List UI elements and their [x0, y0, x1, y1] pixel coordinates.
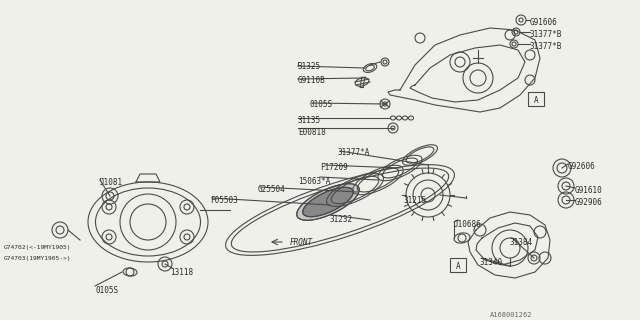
Text: J1081: J1081 [100, 178, 123, 187]
Text: G91610: G91610 [575, 186, 603, 195]
Text: G9110B: G9110B [298, 76, 326, 85]
Ellipse shape [297, 184, 359, 220]
Text: G74702(<-19MY1905): G74702(<-19MY1905) [4, 245, 72, 250]
Bar [450, 258, 466, 272]
Text: 31377*A: 31377*A [338, 148, 371, 157]
Text: 31384: 31384 [510, 238, 533, 247]
Text: G74703(19MY1905->): G74703(19MY1905->) [4, 256, 72, 261]
Text: A168001262: A168001262 [490, 312, 532, 318]
Text: 31377*B: 31377*B [530, 30, 563, 39]
Text: G91606: G91606 [530, 18, 557, 27]
Text: F05503: F05503 [210, 196, 237, 205]
Text: 31340: 31340 [480, 258, 503, 267]
Text: J10686: J10686 [454, 220, 482, 229]
Bar [528, 92, 544, 106]
Text: F17209: F17209 [320, 163, 348, 172]
Text: G92606: G92606 [568, 162, 596, 171]
Text: 31377*B: 31377*B [530, 42, 563, 51]
Text: 0105S: 0105S [310, 100, 333, 109]
Text: 31232: 31232 [330, 215, 353, 224]
Text: 13118: 13118 [170, 268, 193, 277]
Text: 31215: 31215 [404, 196, 427, 205]
Text: 0105S: 0105S [95, 286, 118, 295]
Text: A: A [534, 96, 538, 105]
Text: 15063*A: 15063*A [298, 177, 330, 186]
Ellipse shape [303, 187, 353, 217]
Text: FRONT: FRONT [290, 238, 313, 247]
Text: G92906: G92906 [575, 198, 603, 207]
Text: 31135: 31135 [298, 116, 321, 125]
Text: E00818: E00818 [298, 128, 326, 137]
Text: A: A [456, 262, 460, 271]
Text: G25504: G25504 [258, 185, 285, 194]
Text: 31325: 31325 [298, 62, 321, 71]
